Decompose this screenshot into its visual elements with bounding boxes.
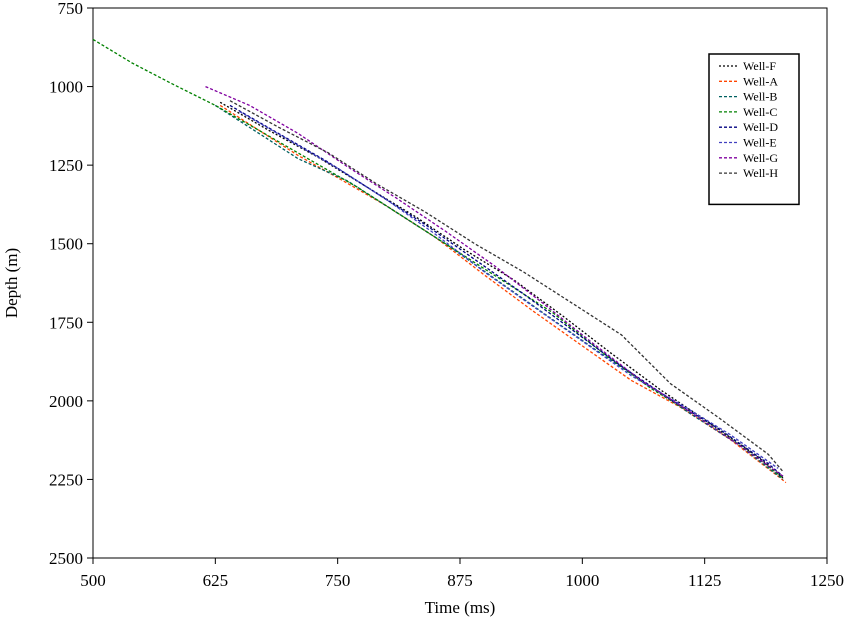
y-tick-label: 1000 [49,78,83,97]
legend: Well-FWell-AWell-BWell-CWell-DWell-EWell… [708,53,800,206]
series-line-well-g [205,86,784,477]
x-axis-ticks: 500 625 750 875 1000 1125 1250 [80,558,844,590]
legend-label: Well-B [743,90,777,104]
legend-label: Well-H [743,166,778,180]
x-tick-label: 500 [80,571,106,590]
legend-label: Well-G [743,151,778,165]
x-tick-label: 1125 [688,571,721,590]
x-tick-label: 1000 [565,571,599,590]
legend-items: Well-FWell-AWell-BWell-CWell-DWell-EWell… [719,59,778,180]
x-axis-title: Time (ms) [425,598,496,617]
y-tick-label: 1250 [49,156,83,175]
y-axis-ticks: 750 1000 1250 1500 1750 2000 2250 2500 [49,0,93,568]
series-line-well-h [229,100,784,473]
legend-label: Well-F [743,59,776,73]
y-tick-label: 1500 [49,235,83,254]
series-line-well-e [239,111,779,469]
legend-label: Well-A [743,74,778,88]
x-tick-label: 625 [203,571,229,590]
y-tick-label: 2250 [49,470,83,489]
legend-label: Well-D [743,120,778,134]
legend-label: Well-E [743,136,777,150]
y-tick-label: 750 [58,0,84,18]
legend-box [708,53,800,206]
x-tick-label: 750 [325,571,351,590]
x-tick-label: 875 [447,571,473,590]
series-line-well-a [219,104,787,484]
x-tick-label: 1250 [810,571,844,590]
series-layer [92,38,787,484]
series-line-well-c [92,38,784,479]
series-line-well-b [214,104,784,480]
y-tick-label: 2500 [49,549,83,568]
plot-area-frame [92,7,828,559]
y-tick-label: 2000 [49,392,83,411]
legend-label: Well-C [743,105,777,119]
y-tick-label: 1750 [49,313,83,332]
y-axis-title: Depth (m) [2,248,21,318]
series-line-well-d [229,104,784,477]
